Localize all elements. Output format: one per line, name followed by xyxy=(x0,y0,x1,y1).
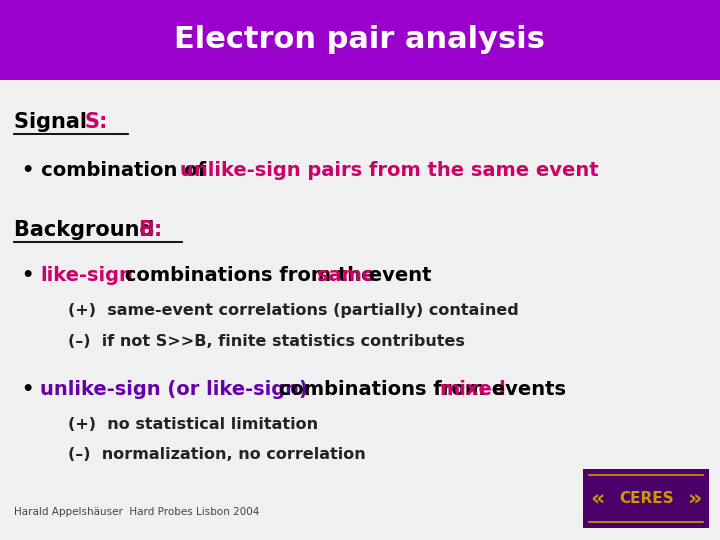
Text: CERES: CERES xyxy=(619,491,673,506)
Text: (+)  same-event correlations (partially) contained: (+) same-event correlations (partially) … xyxy=(68,303,519,318)
Text: Background: Background xyxy=(14,219,162,240)
Text: «: « xyxy=(590,488,605,509)
Text: S:: S: xyxy=(85,111,108,132)
Text: unlike-sign (or like-sign): unlike-sign (or like-sign) xyxy=(40,380,308,400)
Text: Signal: Signal xyxy=(14,111,94,132)
Text: Harald Appelshäuser  Hard Probes Lisbon 2004: Harald Appelshäuser Hard Probes Lisbon 2… xyxy=(14,507,260,517)
Text: same: same xyxy=(317,266,375,285)
Text: event: event xyxy=(362,266,432,285)
Text: »: » xyxy=(688,488,702,509)
Text: combinations from the: combinations from the xyxy=(118,266,382,285)
Text: B:: B: xyxy=(138,219,163,240)
Text: like-sign: like-sign xyxy=(40,266,133,285)
Text: (+)  no statistical limitation: (+) no statistical limitation xyxy=(68,417,318,433)
Text: •: • xyxy=(22,380,41,400)
Text: events: events xyxy=(485,380,566,400)
Text: (–)  if not S>>B, finite statistics contributes: (–) if not S>>B, finite statistics contr… xyxy=(68,334,465,349)
Text: combinations from: combinations from xyxy=(272,380,492,400)
FancyBboxPatch shape xyxy=(583,469,709,528)
Text: mixed: mixed xyxy=(439,380,506,400)
FancyBboxPatch shape xyxy=(0,0,720,80)
Text: •: • xyxy=(22,266,41,285)
Text: • combination of: • combination of xyxy=(22,160,212,180)
Text: (–)  normalization, no correlation: (–) normalization, no correlation xyxy=(68,447,366,462)
Text: Electron pair analysis: Electron pair analysis xyxy=(174,25,546,55)
Text: unlike-sign pairs from the same event: unlike-sign pairs from the same event xyxy=(180,160,598,180)
